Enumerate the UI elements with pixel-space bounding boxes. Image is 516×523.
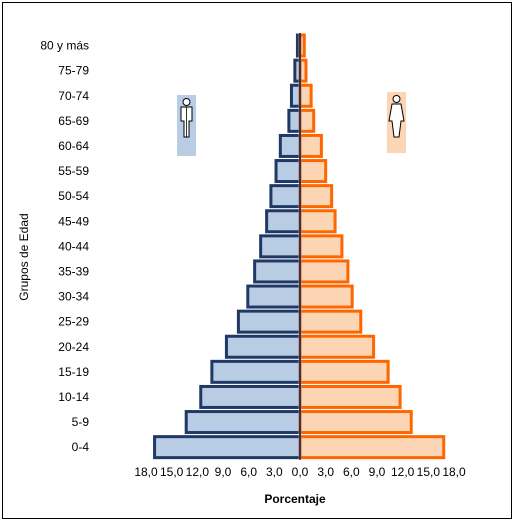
x-tick-label: 18,0 xyxy=(442,465,466,479)
bar-left-5-9 xyxy=(184,410,302,435)
bar-right-55-59 xyxy=(298,159,328,184)
bar-left-65-69 xyxy=(287,108,302,133)
y-tick-label: 0-4 xyxy=(72,440,90,454)
bar-left-25-29 xyxy=(236,309,302,334)
y-tick-label: 40-44 xyxy=(58,239,89,253)
x-tick-label: 0,0 xyxy=(292,465,309,479)
bar-right-70-74 xyxy=(298,83,313,108)
x-tick-label: 9,0 xyxy=(369,465,386,479)
male-figure-icon xyxy=(177,95,196,156)
y-tick-label: 50-54 xyxy=(58,189,89,203)
y-tick-label: 70-74 xyxy=(58,89,89,103)
bar-right-40-44 xyxy=(298,234,344,259)
x-tick-label: 12,0 xyxy=(186,465,210,479)
x-tick-label: 6,0 xyxy=(343,465,360,479)
bar-left-35-39 xyxy=(253,259,302,284)
x-tick-label: 15,0 xyxy=(417,465,441,479)
y-tick-label: 65-69 xyxy=(58,114,89,128)
y-tick-label: 80 y más xyxy=(40,39,89,53)
bar-left-60-64 xyxy=(278,133,302,158)
bar-left-10-14 xyxy=(199,384,302,409)
y-tick-label: 55-59 xyxy=(58,164,89,178)
bar-right-60-64 xyxy=(298,133,323,158)
chart-frame: 0-4 5-9 10-14 15-19 20-24 25-29 30-34 35-39 40-4… xyxy=(2,2,512,519)
y-tick-label: 60-64 xyxy=(58,139,89,153)
bar-left-40-44 xyxy=(259,234,302,259)
y-tick-labels: 0-4 5-9 10-14 15-19 20-24 25-29 30-34 35-39 40-4… xyxy=(40,39,89,455)
x-tick-label: 18,0 xyxy=(134,465,158,479)
bar-right-10-14 xyxy=(298,384,402,409)
population-pyramid-chart: 0-4 5-9 10-14 15-19 20-24 25-29 30-34 35-39 40-4… xyxy=(17,33,466,506)
x-tick-label: 12,0 xyxy=(391,465,415,479)
bar-left-30-34 xyxy=(246,284,302,309)
bar-right-5-9 xyxy=(298,410,413,435)
y-tick-label: 35-39 xyxy=(58,264,89,278)
bar-left-50-54 xyxy=(269,184,302,209)
bar-left-45-49 xyxy=(265,209,302,234)
bar-left-55-59 xyxy=(274,159,302,184)
y-tick-label: 30-34 xyxy=(58,290,89,304)
y-tick-label: 5-9 xyxy=(72,415,90,429)
y-tick-label: 15-19 xyxy=(58,365,89,379)
bar-left-20-24 xyxy=(224,334,302,359)
x-tick-label: 15,0 xyxy=(160,465,184,479)
x-axis-title: Porcentaje xyxy=(264,492,326,506)
y-tick-label: 20-24 xyxy=(58,340,89,354)
bar-right-25-29 xyxy=(298,309,363,334)
bar-right-50-54 xyxy=(298,184,334,209)
bar-right-0-4 xyxy=(298,435,446,460)
x-tick-label: 3,0 xyxy=(317,465,334,479)
y-tick-label: 10-14 xyxy=(58,390,89,404)
y-axis-title: Grupos de Edad xyxy=(17,213,31,300)
y-tick-label: 45-49 xyxy=(58,214,89,228)
x-tick-labels: 18,0 15,0 12,0 9,0 6,0 3,0 0,0 3,0 6,0 9,0 12,0 15,… xyxy=(134,465,466,479)
female-figure-icon xyxy=(387,92,406,153)
bar-right-15-19 xyxy=(298,359,390,384)
y-tick-label: 25-29 xyxy=(58,315,89,329)
bar-right-65-69 xyxy=(298,108,316,133)
bar-right-20-24 xyxy=(298,334,376,359)
bar-right-45-49 xyxy=(298,209,337,234)
x-tick-label: 6,0 xyxy=(240,465,257,479)
bar-right-35-39 xyxy=(298,259,350,284)
bar-right-30-34 xyxy=(298,284,354,309)
bar-left-15-19 xyxy=(210,359,302,384)
bar-left-0-4 xyxy=(153,435,302,460)
x-tick-label: 3,0 xyxy=(266,465,283,479)
y-tick-label: 75-79 xyxy=(58,64,89,78)
x-tick-label: 9,0 xyxy=(215,465,232,479)
